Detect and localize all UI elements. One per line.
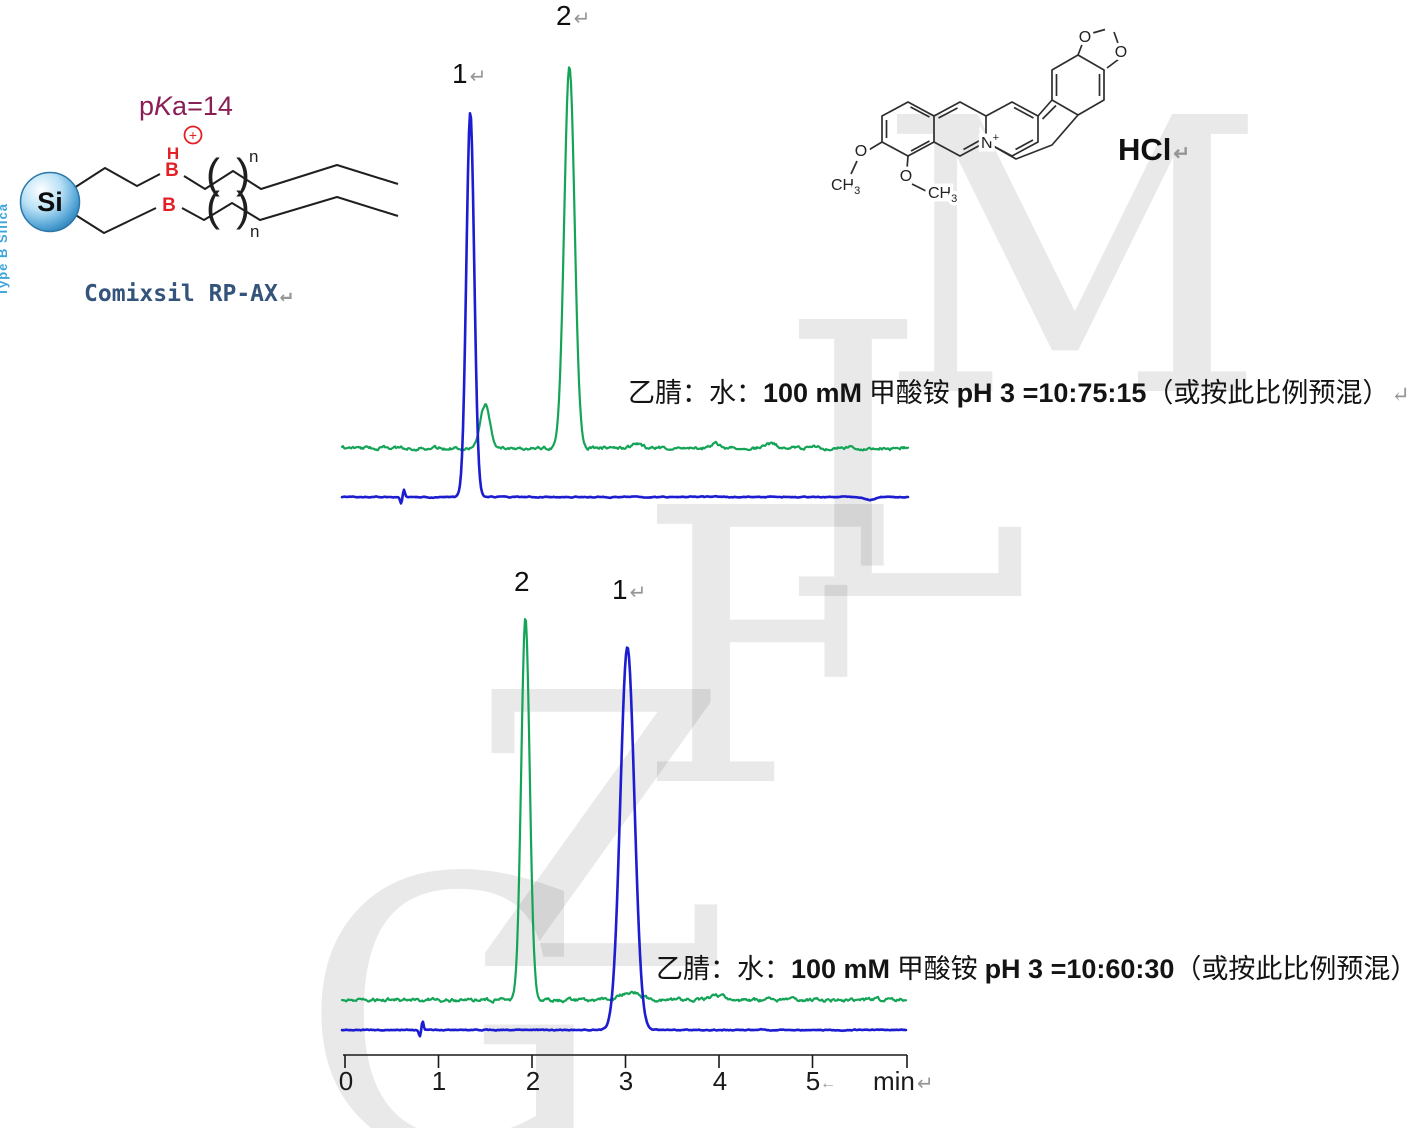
condition-text: 乙腈：水： — [656, 954, 791, 984]
top-chromatogram-green-trace — [340, 66, 910, 452]
return-mark: ↵ — [573, 8, 591, 30]
return-mark: ↵ — [469, 66, 487, 88]
repeat-n-top: n — [249, 147, 258, 166]
ring-bonds — [850, 28, 1120, 192]
x-tick-0: 0 — [338, 1066, 354, 1096]
peak-number: 1 — [452, 58, 468, 89]
x-axis-unit: min ↵ — [873, 1066, 934, 1097]
bracket-open-bottom: ( — [206, 183, 220, 230]
bottom-chromatogram-green-trace — [340, 618, 908, 1004]
watermark-letter: L — [778, 243, 1031, 686]
b-atom-label-bottom: B — [162, 195, 176, 216]
ome1-o: O — [855, 143, 867, 160]
return-mark: ↵ — [916, 1073, 934, 1095]
dioxole-o-right: O — [1115, 44, 1127, 61]
phase-name: Comixsil RP-AX ↵ — [84, 281, 292, 307]
return-mark: ↵ — [1173, 143, 1191, 165]
n-plus-label: N+ — [981, 132, 999, 152]
top-chromatogram-blue-trace — [340, 112, 910, 505]
return-mark: ↵ — [1391, 382, 1410, 407]
hcl-text: HCl — [1118, 132, 1172, 167]
ome2-ch3: CH3 — [928, 185, 957, 205]
analyte-structure: O O N+ O CH3 O CH3 — [828, 26, 1131, 209]
x-tick-4: 4 — [712, 1066, 728, 1096]
condition-bold: 100 mM — [791, 954, 891, 984]
x-axis — [343, 1054, 908, 1068]
x-tick-1: 1 — [431, 1066, 447, 1096]
stationary-phase-structure: pKa=14 + H B B ( ) n ( ) n Si — [19, 91, 399, 241]
plus-charge-sign: + — [189, 127, 197, 143]
bottom-peak-2-label: 2 — [514, 566, 532, 598]
condition-text: （或按此比例预混） — [1174, 954, 1412, 984]
x-tick-2: 2 — [525, 1066, 541, 1096]
peak-number: 1 — [612, 574, 628, 605]
top-mobile-phase-condition: 乙腈：水：100 mM 甲酸铵 pH 3 =10:75:15（或按此比例预混）↵ — [628, 371, 1410, 410]
alkyl-chains — [73, 164, 399, 234]
plus-charge-icon — [183, 125, 203, 145]
repeat-n-bottom: n — [250, 222, 259, 241]
return-mark: ↵ — [629, 582, 647, 604]
x-tick-5: 5 — [805, 1066, 821, 1096]
top-peak-2-label: 2 ↵ — [556, 0, 590, 32]
watermark-letter: M — [878, 38, 1268, 481]
bottom-mobile-phase-condition: 乙腈：水：100 mM 甲酸铵 pH 3 =10:60:30（或按此比例预混） — [656, 947, 1412, 986]
bracket-open-top: ( — [206, 150, 220, 197]
tab-mark: ← — [820, 1075, 836, 1092]
condition-text: （或按此比例预混） — [1146, 378, 1390, 408]
bracket-close-bottom: ) — [236, 183, 250, 230]
x-tick-3: 3 — [618, 1066, 634, 1096]
dioxole-o-left: O — [1079, 29, 1091, 46]
bracket-close-top: ) — [236, 150, 250, 197]
top-peak-1-label: 1 ↵ — [452, 58, 486, 90]
condition-text: 乙腈：水： — [628, 378, 763, 408]
watermark-letter: Z — [468, 613, 733, 1056]
bottom-peak-1-label: 1 ↵ — [612, 574, 646, 606]
silica-sphere — [19, 171, 81, 233]
bottom-chromatogram-blue-trace — [340, 646, 908, 1038]
watermark-letter: F — [636, 428, 900, 871]
condition-bold: pH 3 =10:60:30 — [984, 954, 1175, 984]
unit-text: min — [873, 1066, 915, 1096]
condition-text: 甲酸铵 — [862, 378, 957, 408]
h-atom-label: H — [167, 144, 179, 163]
b-atom-label-top: B — [165, 160, 179, 181]
condition-bold: 100 mM — [763, 378, 863, 408]
peak-number: 2 — [514, 566, 530, 597]
return-mark: ↵ — [279, 282, 292, 306]
ome2-o: O — [900, 168, 912, 185]
condition-bold: pH 3 =10:75:15 — [956, 378, 1147, 408]
watermark-letter: G — [300, 798, 604, 1128]
hcl-label: HCl ↵ — [1118, 132, 1190, 168]
phase-name-text: Comixsil RP-AX — [84, 281, 278, 307]
peak-number: 2 — [556, 0, 572, 31]
pka-label: pKa=14 — [139, 91, 233, 121]
si-label: Si — [37, 187, 63, 217]
condition-text: 甲酸铵 — [890, 954, 985, 984]
ome1-ch3: CH3 — [831, 177, 860, 197]
